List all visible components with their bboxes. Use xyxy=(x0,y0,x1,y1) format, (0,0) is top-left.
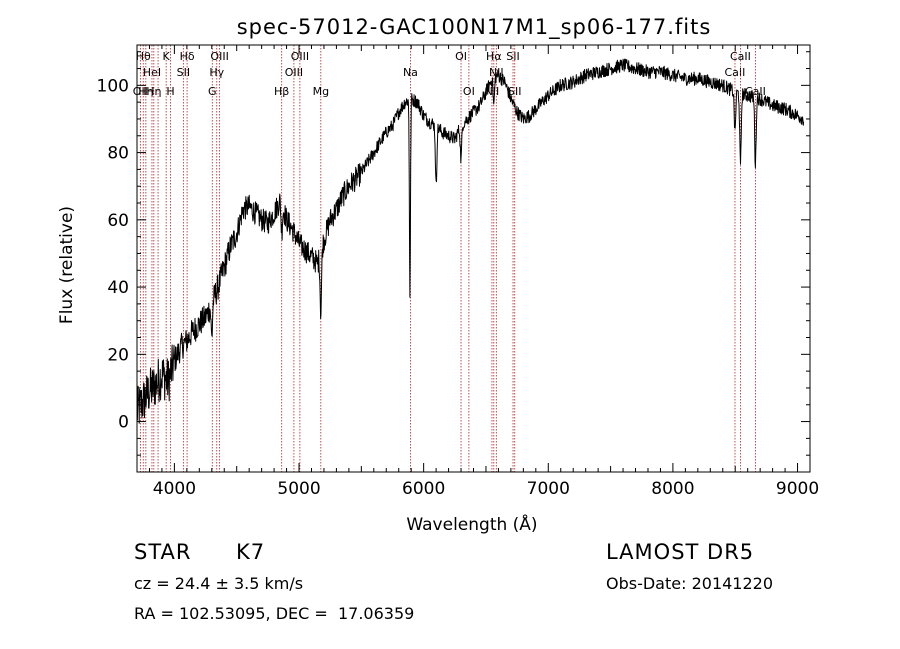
line-marker-label: H xyxy=(166,85,174,98)
y-tick-label: 40 xyxy=(107,278,129,298)
x-tick-label: 9000 xyxy=(776,479,819,499)
line-marker-label: Hα xyxy=(486,50,502,63)
object-class: STAR xyxy=(134,540,192,564)
line-marker-label: Hη xyxy=(146,85,161,98)
survey-name: LAMOST DR5 xyxy=(606,540,755,564)
x-tick-label: 5000 xyxy=(277,479,320,499)
y-tick-label: 60 xyxy=(107,211,129,231)
line-markers: OIIHθHηHeIHηKHSIIHδGHγOIIIHβOIIIOIIIMgNa… xyxy=(133,45,766,472)
spectrum-line xyxy=(136,58,805,424)
line-marker-label: Hβ xyxy=(274,85,289,98)
line-marker-label: OIII xyxy=(291,50,309,63)
x-axis-label: Wavelength (Å) xyxy=(406,513,537,535)
y-tick-label: 80 xyxy=(107,144,129,164)
line-marker-label: Na xyxy=(403,66,418,79)
line-marker-label: Hγ xyxy=(209,66,224,79)
obs-date: Obs-Date: 20141220 xyxy=(606,574,774,593)
line-marker-label: K xyxy=(163,50,171,63)
line-marker-label: G xyxy=(208,85,217,98)
line-marker-label: OI xyxy=(463,85,475,98)
line-marker-label: OI xyxy=(455,50,467,63)
x-tick-label: 6000 xyxy=(402,479,445,499)
redshift-readout: cz = 24.4 ± 3.5 km/s xyxy=(134,574,304,593)
line-marker-label: CaII xyxy=(730,50,751,63)
line-marker-label: Hθ xyxy=(136,50,151,63)
object-subclass: K7 xyxy=(236,540,266,564)
axis-ticks: 4000 5000 6000 7000 8000 9000 0 20 40 60 80 100 xyxy=(97,45,819,499)
chart-title: spec-57012-GAC100N17M1_sp06-177.fits xyxy=(237,15,712,40)
line-marker-label: Hη xyxy=(138,85,153,98)
y-tick-label: 0 xyxy=(118,413,129,433)
line-marker-label: OIII xyxy=(210,50,228,63)
line-marker-label: HeI xyxy=(143,66,161,79)
y-axis-label: Flux (relative) xyxy=(57,206,77,324)
y-tick-label: 100 xyxy=(97,76,129,96)
plot-frame xyxy=(136,44,811,473)
line-marker-label: SII xyxy=(177,66,190,79)
line-marker-label: SII xyxy=(506,50,519,63)
line-marker-label: Hδ xyxy=(180,50,195,63)
line-marker-label: CaII xyxy=(725,66,746,79)
x-tick-label: 8000 xyxy=(651,479,694,499)
line-marker-label: Mg xyxy=(313,85,329,98)
line-marker-label: OIII xyxy=(285,66,303,79)
line-marker-label: SII xyxy=(508,85,521,98)
coordinates: RA = 102.53095, DEC = 17.06359 xyxy=(134,604,415,623)
x-tick-label: 4000 xyxy=(153,479,196,499)
x-tick-label: 7000 xyxy=(527,479,570,499)
y-tick-label: 20 xyxy=(107,345,129,365)
